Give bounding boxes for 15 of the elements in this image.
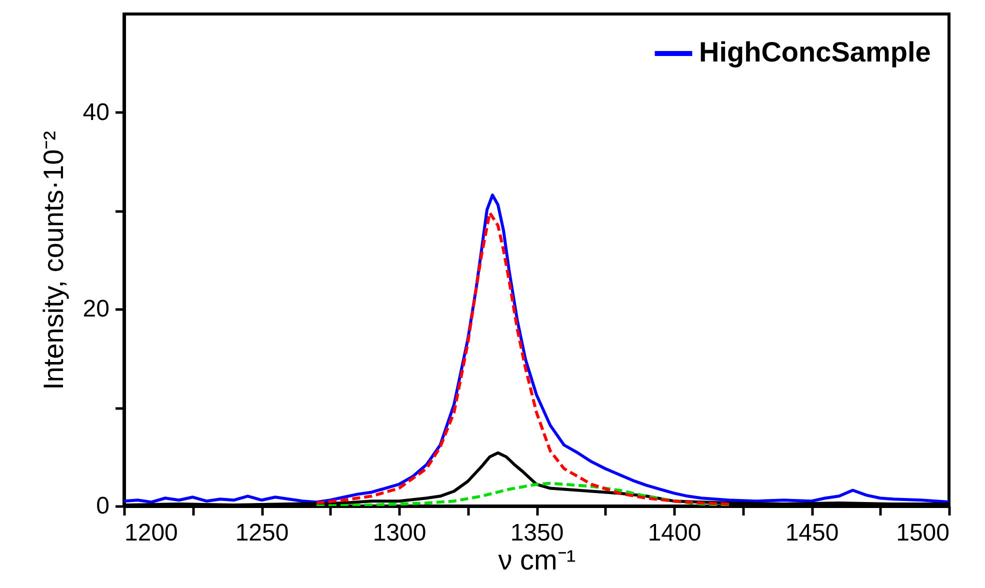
x-tick-label: 1350 [510,520,564,546]
x-tick-label: 1400 [648,520,702,546]
x-axis-title: ν cm⁻¹ [498,544,576,576]
x-tick-label: 1250 [235,520,289,546]
line-series [315,482,730,506]
x-tick-label: 1200 [124,520,178,546]
line-series [315,211,730,506]
y-tick-label: 40 [82,98,110,126]
y-tick-label: 20 [82,296,110,323]
x-tick-label: 1300 [372,520,426,546]
y-axis-title: Intensity, counts·10⁻² [38,130,69,390]
y-tick-label: 0 [96,492,110,520]
legend-label: HighConcSample [699,36,931,68]
x-tick-label: 1500 [896,520,950,546]
x-tick-label: 1450 [785,520,839,546]
